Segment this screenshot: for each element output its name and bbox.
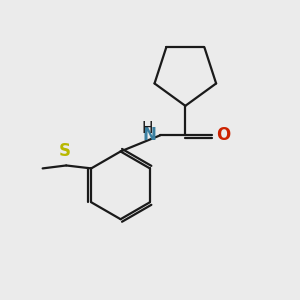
Text: N: N — [143, 126, 157, 144]
Text: S: S — [59, 142, 71, 160]
Text: O: O — [216, 126, 230, 144]
Text: H: H — [141, 121, 153, 136]
